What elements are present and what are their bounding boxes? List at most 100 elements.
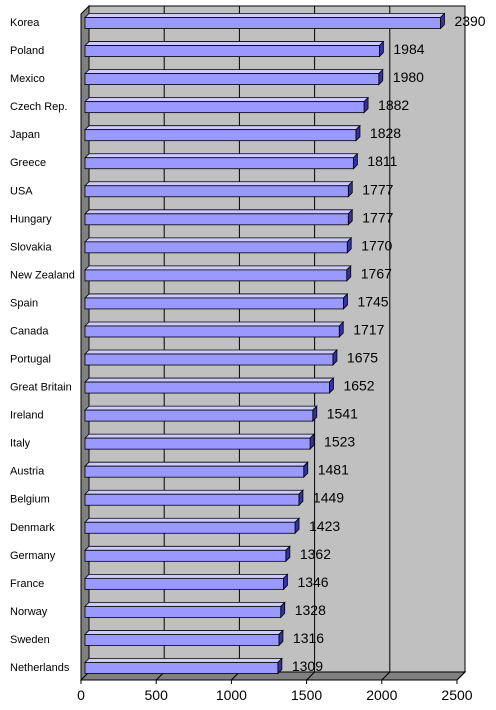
bar-front [84,605,282,618]
category-label: Denmark [10,522,55,534]
bar [84,321,345,338]
bar-top [84,237,353,243]
bar-front [84,577,284,590]
bar [84,264,352,282]
bar-top [84,153,359,159]
bar-front [84,157,354,170]
bar [84,517,300,535]
bar [84,433,316,451]
data-label: 1362 [300,546,331,562]
data-label: 1316 [293,630,324,646]
data-label: 1717 [353,321,384,337]
category-label: Mexico [10,73,45,85]
data-label: 1811 [367,153,397,169]
bar-front [84,549,287,562]
category-label: Belgium [10,494,50,506]
bar [84,657,283,675]
data-label: 1745 [357,293,388,309]
bar-top [84,573,289,579]
x-tick-label: 2000 [366,687,397,703]
bar [84,405,318,423]
bar-front [84,381,330,394]
bar-top [84,545,291,551]
category-label: Czech Rep. [10,101,67,113]
data-label: 1523 [324,434,355,450]
category-label: USA [10,185,33,197]
category-label: Portugal [10,354,51,366]
data-label: 1675 [347,350,378,366]
bar-front [84,129,357,142]
category-label: Great Britain [10,382,72,394]
category-label: Netherlands [10,662,70,674]
category-labels: Korea Poland Mexico Czech Rep. Japan Greece US… [10,17,75,674]
bar [84,573,289,591]
category-label: New Zealand [10,269,75,281]
bar-top [84,181,354,187]
bar-front [84,409,314,422]
bar-top [84,489,304,495]
data-label: 1309 [292,658,323,674]
category-label: Sweden [10,634,50,646]
bar-top [84,517,300,523]
category-label: Poland [10,45,44,57]
bar-front [84,297,344,310]
data-label: 1828 [370,125,401,141]
data-label: 1984 [393,41,424,57]
category-label: Austria [10,466,45,478]
data-label: 1652 [343,378,374,394]
x-tick-label: 1500 [291,687,322,703]
bar-front [84,213,349,226]
gridline-floor [381,671,391,681]
bar [84,292,349,310]
bar-top [84,461,309,467]
bar-top [84,293,349,299]
data-label: 1882 [378,97,409,113]
data-label: 1541 [327,406,358,422]
bar-front [84,73,380,86]
bars [84,12,446,675]
bar-top [84,41,385,46]
bar-front [84,353,334,366]
data-label: 1770 [361,237,392,253]
data-label: 1328 [295,602,326,618]
data-label: 1449 [313,490,344,506]
category-label: Ireland [10,410,44,422]
category-label: Hungary [10,213,52,225]
x-tick-label: 2500 [441,687,472,703]
data-label: 1980 [393,69,424,85]
bar [84,152,359,170]
bar-top [84,125,361,131]
bar-top [84,69,384,75]
bar-front [84,521,296,534]
bar-front [84,325,340,338]
bar [84,124,361,142]
bar-front [84,662,279,674]
bar-top [84,13,446,18]
bar-front [84,45,380,57]
category-label: Germany [10,550,56,562]
category-label: Spain [10,297,38,309]
bar-top [84,405,318,411]
data-label: 1777 [362,209,393,225]
category-label: Korea [10,17,40,29]
bar-front [84,185,349,198]
bar-front [84,241,348,254]
x-tick-label: 0 [77,687,85,703]
bar-front [84,17,441,29]
bar [84,349,338,366]
bar [84,208,354,226]
bar [84,601,286,619]
bar-front [84,437,311,450]
category-label: Canada [10,325,49,337]
category-label: Greece [10,157,46,169]
bar [84,96,370,114]
category-label: Italy [10,438,31,450]
bar-top [84,321,345,327]
bar [84,629,284,647]
bar [84,236,353,254]
bar-front [84,269,348,282]
category-label: Japan [10,129,40,141]
bar-top [84,265,352,271]
bar-top [84,601,286,607]
